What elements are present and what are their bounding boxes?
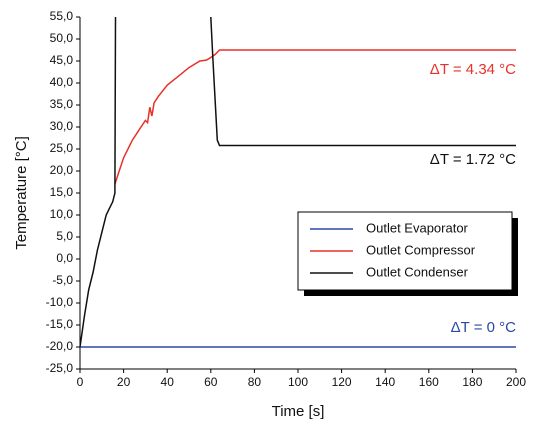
x-tick-label: 180: [462, 375, 482, 389]
x-tick-label: 20: [117, 375, 131, 389]
x-tick-label: 140: [375, 375, 395, 389]
x-tick-label: 160: [419, 375, 439, 389]
x-tick-label: 40: [161, 375, 175, 389]
y-tick-label: 15,0: [50, 185, 74, 199]
y-tick-label: 30,0: [50, 119, 74, 133]
annotation: ΔT = 1.72 °C: [430, 151, 516, 168]
y-tick-label: 35,0: [50, 97, 74, 111]
y-tick-label: 0,0: [56, 251, 73, 265]
y-tick-label: -20,0: [46, 339, 74, 353]
x-tick-label: 120: [332, 375, 352, 389]
y-tick-label: 40,0: [50, 75, 74, 89]
legend-label: Outlet Evaporator: [366, 220, 469, 235]
annotation: ΔT = 0 °C: [451, 319, 517, 336]
y-tick-label: 45,0: [50, 53, 74, 67]
x-tick-label: 60: [204, 375, 218, 389]
y-tick-label: 20,0: [50, 163, 74, 177]
y-tick-label: 25,0: [50, 141, 74, 155]
annotation: ΔT = 4.34 °C: [430, 61, 516, 78]
y-tick-label: 10,0: [50, 207, 74, 221]
x-tick-label: 80: [248, 375, 262, 389]
y-tick-label: 55,0: [50, 9, 74, 23]
x-tick-label: 200: [506, 375, 526, 389]
y-tick-label: 5,0: [56, 229, 73, 243]
y-tick-label: 50,0: [50, 31, 74, 45]
legend-label: Outlet Condenser: [366, 264, 469, 279]
x-tick-label: 100: [288, 375, 308, 389]
y-tick-label: -15,0: [46, 317, 74, 331]
x-axis-label: Time [s]: [272, 403, 325, 420]
legend-label: Outlet Compressor: [366, 242, 476, 257]
x-tick-label: 0: [77, 375, 84, 389]
series-line: [79, 16, 516, 348]
y-axis-label: Temperature [°C]: [13, 136, 30, 250]
y-tick-label: -5,0: [52, 273, 73, 287]
series-line: [114, 49, 516, 185]
y-tick-label: -25,0: [46, 361, 74, 375]
y-tick-label: -10,0: [46, 295, 74, 309]
